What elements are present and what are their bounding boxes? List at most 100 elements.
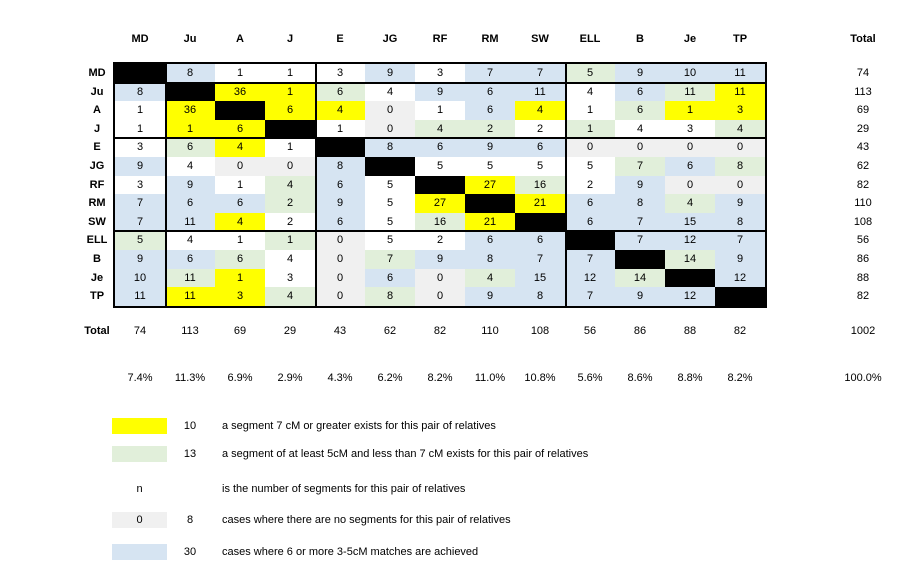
matrix-cell: 11	[165, 287, 215, 306]
matrix-cell: 6	[465, 101, 515, 120]
col-percent: 11.3%	[174, 372, 206, 384]
matrix-cell: 10	[665, 64, 715, 83]
col-header-a: A	[236, 33, 244, 45]
matrix-cell: 8	[165, 64, 215, 83]
matrix-cell: 0	[265, 156, 315, 176]
col-percent: 6.2%	[377, 372, 403, 384]
matrix-cell: 9	[115, 249, 165, 269]
matrix-diagonal-cell	[565, 231, 615, 250]
matrix-cell: 9	[715, 249, 765, 269]
matrix-cell: 4	[365, 82, 415, 102]
matrix-cell: 10	[115, 268, 165, 288]
matrix-cell: 1	[665, 101, 715, 120]
matrix-cell: 7	[615, 156, 665, 176]
col-total: 113	[181, 325, 199, 337]
matrix-cell: 2	[265, 194, 315, 213]
matrix-cell: 4	[265, 249, 315, 269]
col-header-j: J	[286, 33, 294, 45]
matrix-cell: 4	[165, 156, 215, 176]
matrix-cell: 11	[165, 212, 215, 232]
matrix-cell: 6	[315, 82, 365, 102]
col-total: 29	[283, 325, 297, 337]
matrix-cell: 8	[715, 156, 765, 176]
row-total: 74	[856, 67, 870, 79]
matrix-cell: 8	[365, 287, 415, 306]
matrix-cell: 1	[115, 101, 165, 120]
matrix-cell: 11	[715, 64, 765, 83]
matrix-cell: 4	[165, 231, 215, 250]
row-total: 29	[856, 122, 870, 135]
matrix-cell: 6	[565, 194, 615, 213]
matrix-cell: 0	[665, 138, 715, 157]
matrix-cell: 15	[665, 212, 715, 232]
matrix-cell: 5	[365, 175, 415, 195]
matrix-cell: 6	[415, 138, 465, 157]
matrix-cell: 4	[665, 194, 715, 213]
row-total: 108	[853, 215, 873, 228]
matrix-cell: 36	[215, 82, 265, 102]
matrix-cell: 12	[665, 287, 715, 306]
matrix-cell: 6	[465, 82, 515, 102]
legend-text: a segment 7 cM or greater exists for thi…	[222, 420, 496, 432]
matrix-diagonal-cell	[265, 119, 315, 139]
matrix-diagonal-cell	[665, 268, 715, 288]
matrix-cell: 8	[615, 194, 665, 213]
col-header-rm: RM	[481, 33, 499, 45]
row-total: 88	[856, 271, 870, 284]
col-header-e: E	[336, 33, 344, 45]
matrix-cell: 4	[465, 268, 515, 288]
row-total: 62	[856, 160, 870, 172]
col-total: 88	[683, 325, 697, 337]
matrix-cell: 11	[115, 287, 165, 306]
matrix-diagonal-cell	[415, 175, 465, 195]
row-header-jg: JG	[89, 160, 105, 172]
col-total: 82	[733, 325, 747, 337]
total-column-header: Total	[850, 33, 876, 45]
matrix-cell: 1	[215, 231, 265, 250]
row-header-tp: TP	[89, 290, 105, 303]
matrix-cell: 36	[165, 101, 215, 120]
matrix-cell: 9	[415, 82, 465, 102]
row-total: 69	[856, 104, 870, 117]
matrix-cell: 21	[515, 194, 565, 213]
col-header-jg: JG	[382, 33, 398, 45]
matrix-cell: 9	[715, 194, 765, 213]
matrix-cell: 12	[565, 268, 615, 288]
matrix-cell: 5	[465, 156, 515, 176]
row-total: 82	[856, 178, 870, 191]
matrix-cell: 16	[415, 212, 465, 232]
grand-percent: 100.0%	[844, 372, 882, 384]
matrix-cell: 1	[265, 82, 315, 102]
matrix-cell: 7	[515, 249, 565, 269]
matrix-cell: 2	[265, 212, 315, 232]
matrix-cell: 7	[115, 212, 165, 232]
matrix-cell: 27	[465, 175, 515, 195]
col-percent: 4.3%	[327, 372, 353, 384]
matrix-cell: 1	[265, 138, 315, 157]
matrix-cell: 5	[565, 64, 615, 83]
col-header-ell: ELL	[579, 33, 601, 45]
row-header-md: MD	[88, 67, 106, 79]
row-header-sw: SW	[88, 215, 106, 228]
matrix-cell: 0	[715, 175, 765, 195]
row-total: 86	[856, 253, 870, 265]
matrix-cell: 6	[365, 268, 415, 288]
matrix-cell: 14	[665, 249, 715, 269]
matrix-cell: 0	[665, 175, 715, 195]
matrix-cell: 0	[365, 119, 415, 139]
matrix-diagonal-cell	[615, 249, 665, 269]
matrix-cell: 2	[465, 119, 515, 139]
matrix-cell: 4	[215, 138, 265, 157]
col-total: 62	[383, 325, 397, 337]
matrix-cell: 21	[465, 212, 515, 232]
row-total: 110	[854, 197, 872, 210]
legend-text: is the number of segments for this pair …	[222, 483, 466, 495]
matrix-cell: 1	[265, 231, 315, 250]
matrix-cell: 9	[615, 287, 665, 306]
matrix-cell: 9	[615, 64, 665, 83]
row-header-je: Je	[90, 271, 104, 284]
matrix-cell: 7	[365, 249, 415, 269]
matrix-cell: 7	[465, 64, 515, 83]
matrix-cell: 12	[715, 268, 765, 288]
